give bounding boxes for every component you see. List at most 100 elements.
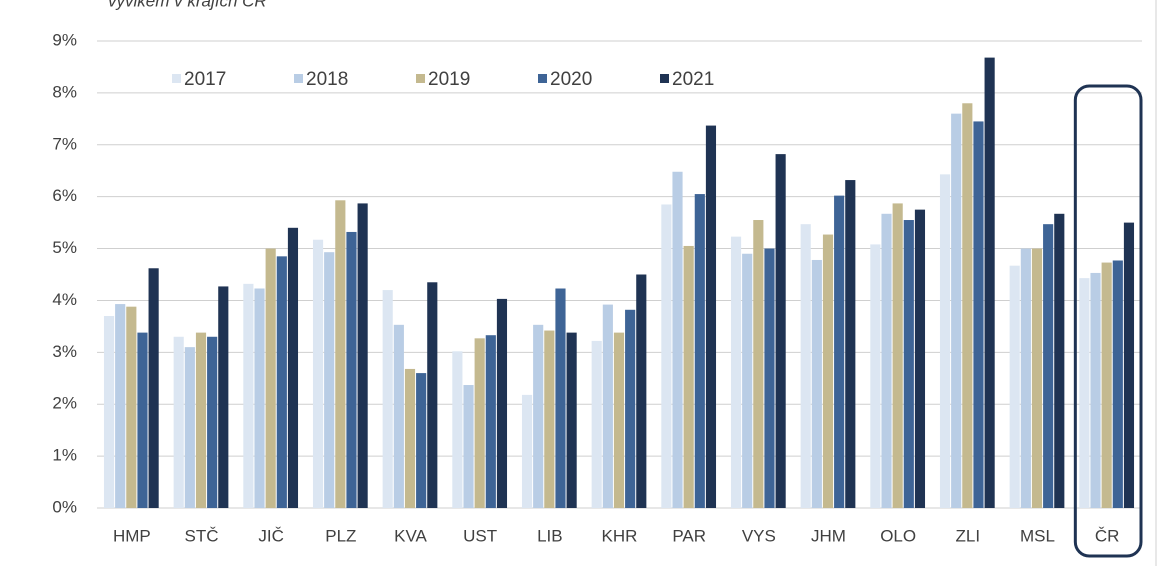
bar <box>914 209 926 508</box>
x-tick-label: JIČ <box>258 526 284 545</box>
bar <box>243 283 254 508</box>
x-tick-label: VYS <box>742 526 776 545</box>
x-tick-label: MSL <box>1020 526 1055 545</box>
bar <box>800 224 811 508</box>
bar <box>1031 248 1043 509</box>
bar <box>184 347 195 508</box>
x-tick-label: ZLI <box>956 526 981 545</box>
bar <box>892 203 903 508</box>
legend-label: 2019 <box>428 69 470 90</box>
bar <box>1123 222 1135 508</box>
bar <box>1043 224 1054 508</box>
bar <box>463 385 474 508</box>
legend-label: 2017 <box>184 69 226 90</box>
bar <box>903 220 914 508</box>
bar <box>254 288 265 508</box>
bar <box>822 234 834 508</box>
bar <box>834 195 845 508</box>
y-tick-label: 7% <box>52 134 77 153</box>
bar <box>753 220 764 508</box>
bar <box>636 274 647 508</box>
y-tick-label: 5% <box>52 238 77 257</box>
bar <box>939 174 951 509</box>
bar <box>195 332 207 508</box>
bar <box>566 332 577 508</box>
bar <box>951 113 962 509</box>
bar <box>1079 278 1090 508</box>
y-tick-label: 6% <box>52 186 77 205</box>
bar <box>474 338 485 508</box>
bar <box>672 171 683 508</box>
bar <box>625 309 636 508</box>
bar <box>324 252 335 508</box>
legend-swatch <box>538 74 547 83</box>
bar <box>346 231 357 508</box>
bar <box>742 253 753 508</box>
y-tick-label: 8% <box>52 82 77 101</box>
bar <box>845 180 856 508</box>
bar <box>1101 262 1112 508</box>
bar <box>1112 260 1123 508</box>
x-tick-label: HMP <box>113 526 151 545</box>
y-tick-label: 9% <box>52 30 77 49</box>
x-tick-label: OLO <box>880 526 916 545</box>
bar <box>207 336 218 508</box>
x-tick-label: STČ <box>185 526 219 545</box>
bar <box>591 340 602 508</box>
bar <box>1020 248 1031 509</box>
bar <box>335 200 346 508</box>
legend-label: 2021 <box>672 69 714 90</box>
legend-swatch <box>294 74 303 83</box>
bar <box>705 125 717 508</box>
bar <box>276 256 287 508</box>
y-tick-label: 3% <box>52 342 77 361</box>
bar <box>393 324 404 508</box>
x-tick-label: KHR <box>602 526 638 545</box>
x-tick-label: PAR <box>672 526 706 545</box>
bar <box>115 304 126 508</box>
bar <box>427 282 438 508</box>
x-tick-label: JHM <box>811 526 846 545</box>
legend-label: 2018 <box>306 69 348 90</box>
bar <box>694 194 705 509</box>
bar <box>533 324 544 508</box>
y-tick-label: 0% <box>52 497 77 516</box>
bar <box>962 103 973 509</box>
highlight-box <box>1073 84 1143 558</box>
legend-swatch <box>660 74 669 83</box>
x-tick-label: KVA <box>394 526 427 545</box>
bar <box>287 227 299 509</box>
chart-subtitle: vývikem v krajích ČR <box>108 0 267 10</box>
legend-swatch <box>416 74 425 83</box>
bar <box>973 121 984 508</box>
bar <box>730 236 742 509</box>
bar <box>1090 272 1101 508</box>
x-tick-label: UST <box>463 526 497 545</box>
bar <box>148 268 159 508</box>
bar <box>1054 213 1065 509</box>
bar <box>764 248 775 509</box>
bar <box>173 336 184 508</box>
x-tick-label: ČR <box>1095 526 1120 545</box>
bar <box>382 290 393 508</box>
bar <box>870 244 881 508</box>
bar <box>521 394 533 508</box>
bar <box>555 288 566 508</box>
bar <box>683 245 694 508</box>
y-tick-label: 4% <box>52 290 77 309</box>
bar <box>416 373 427 508</box>
x-tick-label: LIB <box>537 526 563 545</box>
bar <box>485 335 496 508</box>
bar <box>984 57 995 509</box>
bar <box>602 304 613 508</box>
bar <box>811 259 822 508</box>
bar <box>218 286 229 508</box>
bar <box>881 213 892 509</box>
bar <box>404 368 416 508</box>
bar <box>775 154 786 508</box>
bar <box>312 239 324 509</box>
legend-swatch <box>172 74 181 83</box>
bar <box>265 248 276 509</box>
bar <box>661 204 672 508</box>
